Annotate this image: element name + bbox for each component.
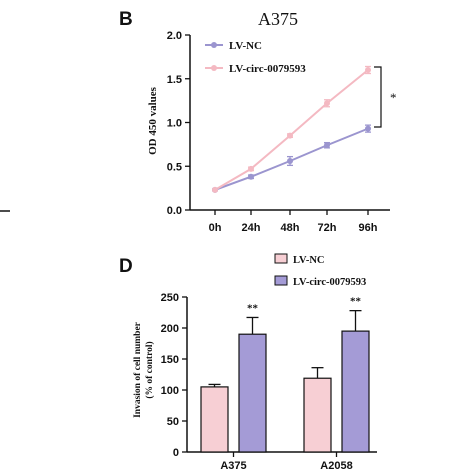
markers-b xyxy=(212,67,371,193)
legend-marker-lv-nc xyxy=(211,42,217,48)
significance-star: * xyxy=(390,90,397,105)
legend-label-lv-nc: LV-NC xyxy=(293,255,325,266)
series-line-lv-circ-0079593 xyxy=(214,69,369,191)
legend-label-lv-nc: LV-NC xyxy=(229,40,262,52)
legend-swatch-lv-nc xyxy=(274,253,288,264)
bar-lv-circ-0079593-a2058 xyxy=(341,330,370,453)
y-tick-label: 0.5 xyxy=(167,161,182,173)
y-tick-label: 1.5 xyxy=(167,74,182,86)
y-tick-label: 150 xyxy=(161,354,179,366)
y-tick-label: 200 xyxy=(161,323,179,335)
y-axis-label-line-2: (% of control) xyxy=(144,341,155,398)
bar-lv-nc-a2058 xyxy=(303,377,332,453)
y-tick-label: 2.0 xyxy=(167,30,182,42)
data-point-lv-nc xyxy=(248,173,254,180)
legend-label-lv-circ: LV-circ-0079593 xyxy=(229,63,306,75)
data-point-lv-circ-0079593 xyxy=(287,132,293,139)
y-tick-label: 0.0 xyxy=(167,205,182,217)
data-point-lv-nc xyxy=(324,142,330,149)
y-tick-label: 100 xyxy=(161,385,179,397)
x-tick-label: 96h xyxy=(359,222,378,234)
bars-d: ** ** xyxy=(200,296,370,453)
legend-label-lv-circ: LV-circ-0079593 xyxy=(293,277,366,288)
significance-label: ** xyxy=(247,302,259,314)
ticks-b: 0.0 0.5 1.0 1.5 2.0 0h 24h 48h 72h 96h xyxy=(167,30,378,234)
ticks-d: 0 50 100 150 200 250 A375 A2058 xyxy=(161,292,353,472)
y-tick-label: 1.0 xyxy=(167,118,182,130)
legend-d: LV-NC LV-circ-0079593 xyxy=(274,253,366,288)
panel-d-bar-chart: D Invasion of cell number (% of control)… xyxy=(119,253,377,472)
data-point-lv-circ-0079593 xyxy=(324,100,330,107)
legend-swatch-lv-circ xyxy=(274,275,288,286)
axes-b xyxy=(189,35,390,211)
x-tick-label: 24h xyxy=(242,222,261,234)
y-tick-label: 50 xyxy=(167,416,179,428)
x-tick-label: 48h xyxy=(281,222,300,234)
y-axis-label-d: Invasion of cell number (% of control) xyxy=(133,321,155,418)
significance-label: ** xyxy=(350,296,362,308)
x-tick-label: A2058 xyxy=(320,460,352,472)
legend-marker-lv-circ xyxy=(211,65,217,71)
data-point-lv-nc xyxy=(287,158,293,164)
y-axis-label: OD 450 values xyxy=(147,86,159,155)
chart-title: A375 xyxy=(258,9,298,29)
x-tick-label: 72h xyxy=(318,222,337,234)
panel-b-line-chart: B A375 OD 450 values 0.0 0.5 1.0 1.5 2.0 0h 24… xyxy=(119,9,397,234)
legend-b: LV-NC LV-circ-0079593 xyxy=(205,40,306,75)
data-point-lv-nc xyxy=(365,125,371,132)
error-bars-b xyxy=(212,65,371,192)
significance-bracket-b: * xyxy=(374,66,397,128)
bar-lv-circ-0079593-a375 xyxy=(238,333,267,453)
y-tick-label: 0 xyxy=(173,447,179,459)
panel-label-d: D xyxy=(119,256,133,277)
x-tick-label: 0h xyxy=(209,222,222,234)
data-point-lv-circ-0079593 xyxy=(212,186,218,193)
data-point-lv-circ-0079593 xyxy=(248,165,254,172)
series-lines-b xyxy=(214,69,369,191)
data-point-lv-circ-0079593 xyxy=(365,67,371,73)
x-tick-label: A375 xyxy=(220,460,246,472)
bar-lv-nc-a375 xyxy=(200,386,229,453)
bracket-line xyxy=(374,66,382,128)
y-tick-label: 250 xyxy=(161,292,179,304)
panel-label-b: B xyxy=(119,9,133,30)
y-axis-label-line-1: Invasion of cell number xyxy=(133,321,143,418)
